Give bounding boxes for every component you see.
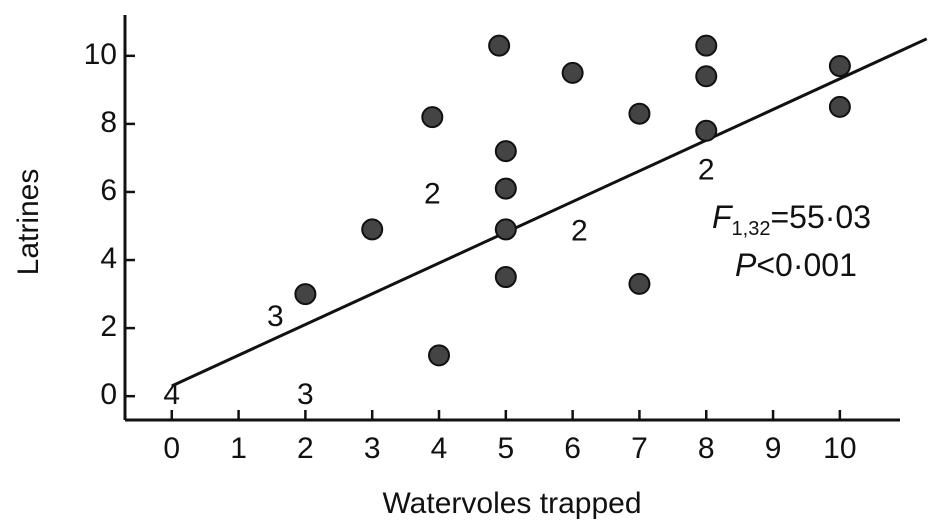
- point: [361, 218, 384, 241]
- p-symbol: P: [735, 247, 757, 283]
- point: [421, 106, 444, 129]
- f-subscript: 1,32: [732, 218, 771, 240]
- point: [488, 34, 511, 57]
- f-statistic: F1,32=55·03: [712, 199, 871, 240]
- x-axis-label: Watervoles trapped: [382, 487, 641, 520]
- y-tick-label: 0: [100, 378, 117, 411]
- point: [828, 95, 851, 118]
- point: [494, 218, 517, 241]
- y-tick-label: 6: [100, 174, 117, 207]
- x-tick-label: 3: [364, 432, 381, 465]
- point: [828, 55, 851, 78]
- point: [695, 34, 718, 57]
- f-value: =55·03: [770, 199, 871, 235]
- count-label: 2: [571, 215, 588, 248]
- x-tick-label: 10: [823, 432, 856, 465]
- point: [695, 65, 718, 88]
- point: [628, 272, 651, 295]
- p-value: <0·001: [756, 247, 857, 283]
- point: [494, 140, 517, 163]
- point: [695, 119, 718, 142]
- x-tick-label: 7: [631, 432, 648, 465]
- point: [428, 344, 451, 367]
- x-tick-label: 8: [698, 432, 715, 465]
- y-tick-label: 8: [100, 106, 117, 139]
- point: [561, 61, 584, 84]
- p-statistic: P<0·001: [735, 247, 857, 283]
- point: [294, 283, 317, 306]
- y-tick-label: 2: [100, 310, 117, 343]
- count-label: 4: [163, 378, 180, 411]
- point: [494, 177, 517, 200]
- f-symbol: F: [712, 199, 734, 235]
- x-tick-label: 1: [230, 432, 247, 465]
- count-label: 2: [424, 177, 441, 210]
- x-tick-label: 5: [497, 432, 514, 465]
- x-tick-label: 9: [765, 432, 782, 465]
- point: [494, 266, 517, 289]
- count-label: 3: [297, 378, 314, 411]
- count-label: 2: [698, 153, 715, 186]
- x-tick-label: 6: [564, 432, 581, 465]
- point: [628, 102, 651, 125]
- x-tick-label: 4: [431, 432, 448, 465]
- trend-line: [171, 37, 928, 388]
- x-tick-label: 2: [297, 432, 314, 465]
- y-tick-label: 4: [100, 242, 117, 275]
- count-label: 3: [267, 300, 284, 333]
- y-tick-label: 10: [84, 38, 117, 71]
- y-axis-label: Latrines: [12, 169, 45, 276]
- x-tick-label: 0: [163, 432, 180, 465]
